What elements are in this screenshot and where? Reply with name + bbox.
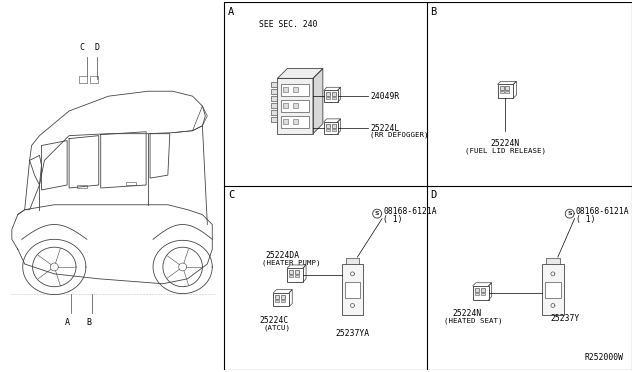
Bar xyxy=(324,122,338,134)
Bar xyxy=(506,91,509,93)
Bar xyxy=(90,76,98,83)
Text: ( 1): ( 1) xyxy=(575,215,595,224)
Bar xyxy=(332,97,335,99)
Text: C: C xyxy=(79,43,84,52)
Bar xyxy=(332,129,335,131)
Bar xyxy=(77,185,87,188)
Bar xyxy=(289,270,293,274)
Text: 25224N: 25224N xyxy=(452,310,481,318)
Bar xyxy=(224,2,632,370)
Bar xyxy=(497,84,513,98)
Text: 25224L: 25224L xyxy=(370,124,399,133)
Bar xyxy=(332,92,335,96)
Bar xyxy=(295,275,299,277)
Bar xyxy=(273,293,289,307)
Text: R252000W: R252000W xyxy=(585,353,624,362)
Bar xyxy=(344,282,360,298)
Text: (HEATER PUMP): (HEATER PUMP) xyxy=(262,259,320,266)
Bar xyxy=(275,295,280,299)
Text: S: S xyxy=(375,211,380,216)
Bar xyxy=(342,264,364,315)
Text: A: A xyxy=(228,7,234,17)
Bar xyxy=(282,100,309,112)
Bar xyxy=(126,182,136,185)
Text: 08168-6121A: 08168-6121A xyxy=(383,207,436,216)
Text: 25237Y: 25237Y xyxy=(550,314,579,323)
Text: C: C xyxy=(228,190,234,200)
Bar xyxy=(275,299,280,302)
Text: B: B xyxy=(86,318,92,327)
Bar xyxy=(293,103,298,108)
Bar xyxy=(293,119,298,124)
Bar xyxy=(500,86,504,90)
Bar xyxy=(326,124,330,128)
Bar xyxy=(282,299,285,302)
Bar xyxy=(287,268,303,282)
Bar xyxy=(473,286,489,299)
Bar xyxy=(277,78,313,134)
Bar xyxy=(481,288,484,292)
Bar xyxy=(546,258,560,264)
Bar xyxy=(481,293,484,295)
Bar xyxy=(326,97,330,99)
Text: (ATCU): (ATCU) xyxy=(264,324,291,331)
Bar xyxy=(271,89,277,94)
Bar xyxy=(506,86,509,90)
Text: D: D xyxy=(94,43,99,52)
Bar xyxy=(284,119,288,124)
Text: 25224DA: 25224DA xyxy=(266,251,300,260)
Bar xyxy=(332,124,335,128)
Bar xyxy=(284,87,288,92)
Bar xyxy=(346,258,360,264)
Bar xyxy=(475,293,479,295)
Bar xyxy=(284,103,288,108)
Bar xyxy=(542,264,564,315)
Polygon shape xyxy=(313,68,323,134)
Bar xyxy=(79,76,87,83)
Text: (RR DEFOGGER): (RR DEFOGGER) xyxy=(370,132,429,138)
Bar xyxy=(293,87,298,92)
Text: SEE SEC. 240: SEE SEC. 240 xyxy=(259,20,317,29)
Polygon shape xyxy=(277,68,323,78)
Text: A: A xyxy=(65,318,70,327)
Bar xyxy=(326,129,330,131)
Bar xyxy=(295,270,299,274)
Text: 25224N: 25224N xyxy=(491,139,520,148)
Bar xyxy=(289,275,293,277)
Bar xyxy=(271,117,277,122)
Text: (FUEL LID RELEASE): (FUEL LID RELEASE) xyxy=(465,147,546,154)
Text: (HEATED SEAT): (HEATED SEAT) xyxy=(444,317,503,324)
Text: 24049R: 24049R xyxy=(370,92,399,101)
Bar xyxy=(282,84,309,96)
Bar xyxy=(324,90,338,102)
Bar xyxy=(326,92,330,96)
Text: B: B xyxy=(431,7,436,17)
Text: 08168-6121A: 08168-6121A xyxy=(575,207,629,216)
Text: 25237YA: 25237YA xyxy=(335,329,369,338)
Bar xyxy=(282,116,309,128)
Bar xyxy=(271,103,277,108)
Bar xyxy=(500,91,504,93)
Text: D: D xyxy=(431,190,436,200)
Bar xyxy=(282,295,285,299)
Text: ( 1): ( 1) xyxy=(383,215,403,224)
Bar xyxy=(271,110,277,115)
Bar xyxy=(271,96,277,101)
Bar xyxy=(271,82,277,87)
Text: 25224C: 25224C xyxy=(260,316,289,326)
Bar xyxy=(545,282,561,298)
Text: S: S xyxy=(567,211,572,216)
Bar xyxy=(475,288,479,292)
